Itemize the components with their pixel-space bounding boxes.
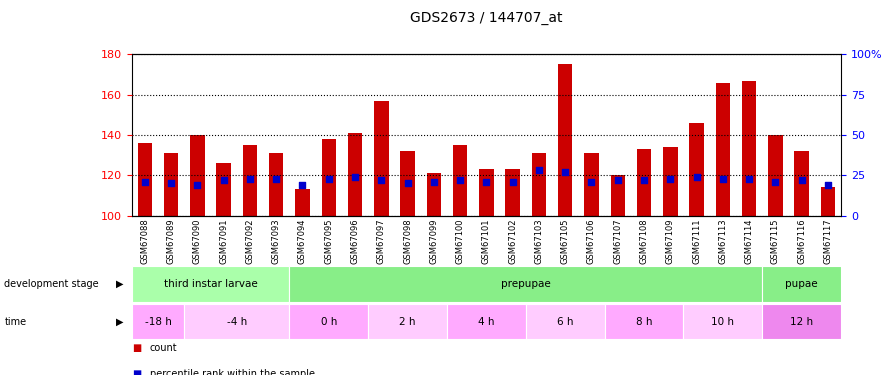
- Point: [138, 179, 152, 185]
- Bar: [269, 153, 283, 216]
- Bar: [716, 82, 730, 216]
- Point: [348, 174, 362, 180]
- Point: [558, 169, 572, 175]
- Bar: [400, 151, 415, 216]
- Bar: [663, 147, 677, 216]
- Bar: [604, 304, 684, 339]
- Bar: [374, 101, 389, 216]
- Text: -4 h: -4 h: [227, 316, 247, 327]
- Point: [768, 179, 782, 185]
- Bar: [243, 145, 257, 216]
- Bar: [506, 169, 520, 216]
- Point: [400, 180, 415, 186]
- Bar: [742, 81, 756, 216]
- Bar: [584, 153, 599, 216]
- Point: [795, 177, 809, 183]
- Bar: [768, 135, 782, 216]
- Point: [243, 176, 257, 181]
- Point: [374, 177, 388, 183]
- Bar: [348, 133, 362, 216]
- Point: [532, 168, 546, 174]
- Bar: [295, 189, 310, 216]
- Bar: [426, 173, 441, 216]
- Bar: [762, 266, 841, 302]
- Point: [663, 176, 677, 181]
- Bar: [138, 143, 152, 216]
- Bar: [289, 266, 762, 302]
- Text: 0 h: 0 h: [320, 316, 337, 327]
- Bar: [611, 176, 625, 216]
- Text: 6 h: 6 h: [557, 316, 573, 327]
- Text: ■: ■: [132, 369, 141, 375]
- Bar: [453, 145, 467, 216]
- Point: [716, 176, 730, 181]
- Point: [821, 182, 835, 188]
- Point: [321, 176, 336, 181]
- Text: 4 h: 4 h: [478, 316, 495, 327]
- Text: ■: ■: [132, 343, 141, 353]
- Text: 10 h: 10 h: [711, 316, 734, 327]
- Bar: [368, 304, 447, 339]
- Point: [269, 176, 283, 181]
- Point: [690, 174, 704, 180]
- Text: ▶: ▶: [117, 316, 124, 327]
- Bar: [132, 304, 184, 339]
- Bar: [636, 149, 651, 216]
- Point: [742, 176, 756, 181]
- Bar: [690, 123, 704, 216]
- Point: [585, 179, 599, 185]
- Bar: [526, 304, 604, 339]
- Text: third instar larvae: third instar larvae: [164, 279, 257, 289]
- Text: 8 h: 8 h: [635, 316, 652, 327]
- Text: pupae: pupae: [785, 279, 818, 289]
- Point: [611, 177, 625, 183]
- Point: [164, 180, 178, 186]
- Bar: [558, 64, 572, 216]
- Text: prepupae: prepupae: [501, 279, 551, 289]
- Bar: [479, 169, 494, 216]
- Text: count: count: [150, 343, 177, 353]
- Text: time: time: [4, 316, 27, 327]
- Text: 12 h: 12 h: [790, 316, 813, 327]
- Point: [426, 179, 441, 185]
- Bar: [289, 304, 368, 339]
- Text: -18 h: -18 h: [144, 316, 172, 327]
- Bar: [684, 304, 762, 339]
- Bar: [190, 135, 205, 216]
- Point: [216, 177, 231, 183]
- Bar: [164, 153, 178, 216]
- Bar: [321, 139, 336, 216]
- Point: [453, 177, 467, 183]
- Bar: [447, 304, 526, 339]
- Point: [506, 179, 520, 185]
- Point: [637, 177, 651, 183]
- Text: 2 h: 2 h: [400, 316, 416, 327]
- Text: development stage: development stage: [4, 279, 99, 289]
- Bar: [762, 304, 841, 339]
- Bar: [795, 151, 809, 216]
- Bar: [216, 163, 231, 216]
- Bar: [184, 304, 289, 339]
- Bar: [821, 188, 835, 216]
- Point: [479, 179, 493, 185]
- Text: ▶: ▶: [117, 279, 124, 289]
- Point: [190, 182, 205, 188]
- Text: percentile rank within the sample: percentile rank within the sample: [150, 369, 314, 375]
- Bar: [132, 266, 289, 302]
- Text: GDS2673 / 144707_at: GDS2673 / 144707_at: [410, 11, 562, 25]
- Bar: [531, 153, 546, 216]
- Point: [295, 182, 310, 188]
